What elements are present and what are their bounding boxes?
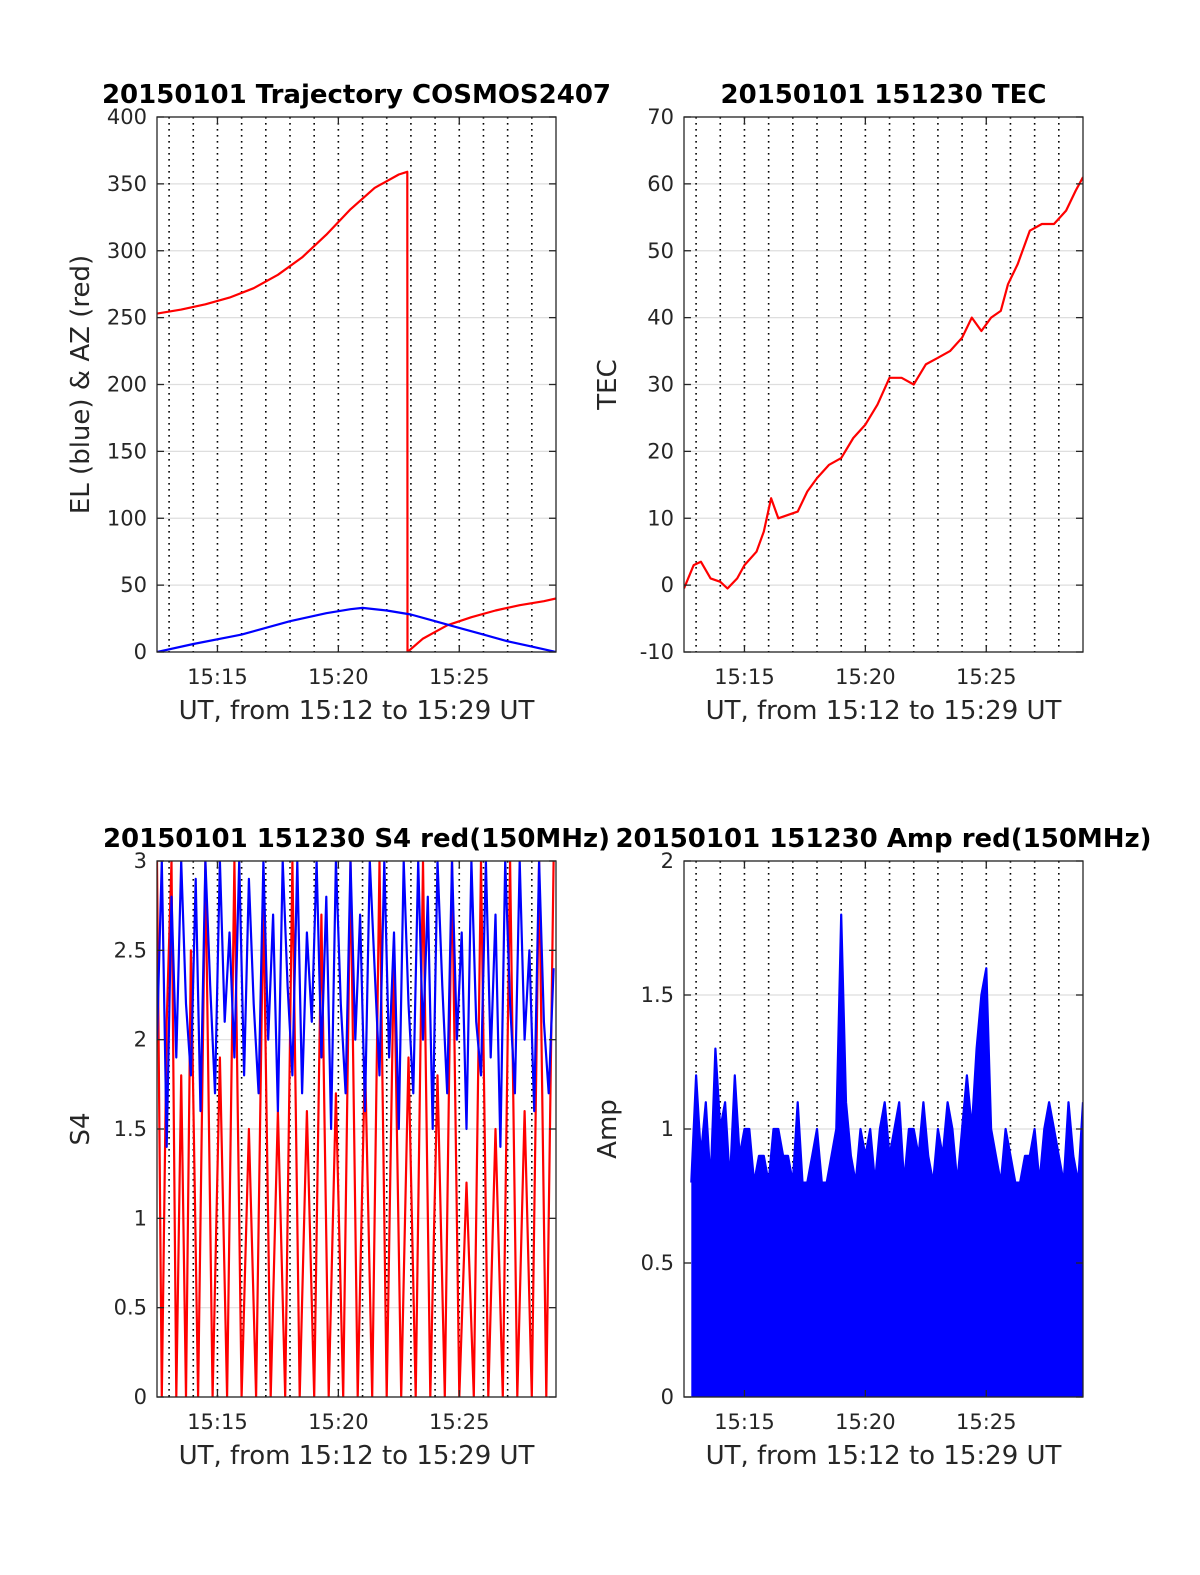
y-tick-label: 1 — [661, 1117, 674, 1141]
y-axis-label: S4 — [66, 1112, 96, 1145]
x-tick-label: 15:15 — [187, 1410, 248, 1434]
y-tick-label: 400 — [107, 105, 147, 129]
series-area — [691, 914, 1083, 1397]
x-tick-label: 15:20 — [308, 1410, 369, 1434]
y-axis-label: TEC — [593, 359, 623, 410]
x-tick-label: 15:20 — [835, 1410, 896, 1434]
y-tick-label: -10 — [640, 640, 674, 664]
y-tick-label: 150 — [107, 439, 147, 463]
series-line — [157, 861, 555, 1397]
y-tick-label: 20 — [647, 439, 674, 463]
y-tick-label: 1 — [134, 1206, 147, 1230]
y-tick-label: 2 — [661, 849, 674, 873]
series-group — [157, 170, 556, 652]
y-tick-label: 0 — [661, 1385, 674, 1409]
x-tick-label: 15:20 — [308, 665, 369, 689]
x-tick-label: 15:20 — [835, 665, 896, 689]
trajectory-panel: 0 50 100 150 200 250 300 350 400 15:15 15:20 15:25 2… — [66, 80, 611, 726]
series-line — [690, 913, 1083, 1184]
y-tick-label: 0.5 — [641, 1251, 674, 1275]
s4-panel: 0 0.5 1 1.5 2 2.5 3 15:15 15:20 15:25 20150101 151… — [66, 824, 610, 1471]
y-tick-label: 1.5 — [641, 983, 674, 1007]
x-tick-label: 15:15 — [714, 1410, 775, 1434]
series-group — [157, 861, 555, 1397]
x-tick-label: 15:25 — [956, 1410, 1017, 1434]
chart-title: 20150101 151230 S4 red(150MHz) — [103, 824, 610, 854]
x-axis-label: UT, from 15:12 to 15:29 UT — [179, 1441, 535, 1471]
y-tick-label: 60 — [647, 172, 674, 196]
y-tick-label: 2 — [134, 1028, 147, 1052]
y-tick-label: 0 — [134, 1385, 147, 1409]
y-tick-label: 0 — [134, 640, 147, 664]
series-line — [684, 176, 1083, 590]
y-tick-label: 200 — [107, 373, 147, 397]
x-tick-label: 15:25 — [429, 665, 490, 689]
y-tick-label: 50 — [120, 573, 147, 597]
y-tick-label: 70 — [647, 105, 674, 129]
y-tick-label: 2.5 — [114, 938, 147, 962]
y-tick-label: 3 — [134, 849, 147, 873]
x-tick-label: 15:25 — [956, 665, 1017, 689]
amp-panel: 0 0.5 1 1.5 2 15:15 15:20 15:25 20150101 151230 … — [593, 824, 1152, 1471]
y-tick-label: 0 — [661, 573, 674, 597]
tec-panel: -10 0 10 20 30 40 50 60 70 15:15 15:20 15:25 2015010… — [593, 80, 1084, 726]
y-tick-label: 1.5 — [114, 1117, 147, 1141]
series-line — [157, 606, 556, 652]
series-group — [690, 913, 1083, 1397]
y-tick-label: 100 — [107, 506, 147, 530]
y-axis-label: EL (blue) & AZ (red) — [66, 255, 96, 514]
x-axis-label: UT, from 15:12 to 15:29 UT — [706, 1441, 1062, 1471]
series-line — [157, 861, 555, 1148]
x-axis-label: UT, from 15:12 to 15:29 UT — [706, 696, 1062, 726]
y-tick-label: 50 — [647, 239, 674, 263]
x-axis-label: UT, from 15:12 to 15:29 UT — [179, 696, 535, 726]
y-tick-label: 250 — [107, 306, 147, 330]
y-axis-label: Amp — [593, 1099, 623, 1159]
y-tick-label: 40 — [647, 306, 674, 330]
y-tick-label: 300 — [107, 239, 147, 263]
x-tick-label: 15:15 — [187, 665, 248, 689]
y-tick-label: 0.5 — [114, 1296, 147, 1320]
x-tick-label: 15:25 — [429, 1410, 490, 1434]
series-line — [157, 170, 556, 652]
x-tick-label: 15:15 — [714, 665, 775, 689]
y-tick-label: 350 — [107, 172, 147, 196]
chart-title: 20150101 151230 TEC — [721, 80, 1047, 110]
chart-title: 20150101 Trajectory COSMOS2407 — [102, 80, 611, 110]
series-group — [684, 176, 1083, 590]
y-tick-label: 30 — [647, 373, 674, 397]
chart-title: 20150101 151230 Amp red(150MHz) — [615, 824, 1151, 854]
y-tick-label: 10 — [647, 506, 674, 530]
